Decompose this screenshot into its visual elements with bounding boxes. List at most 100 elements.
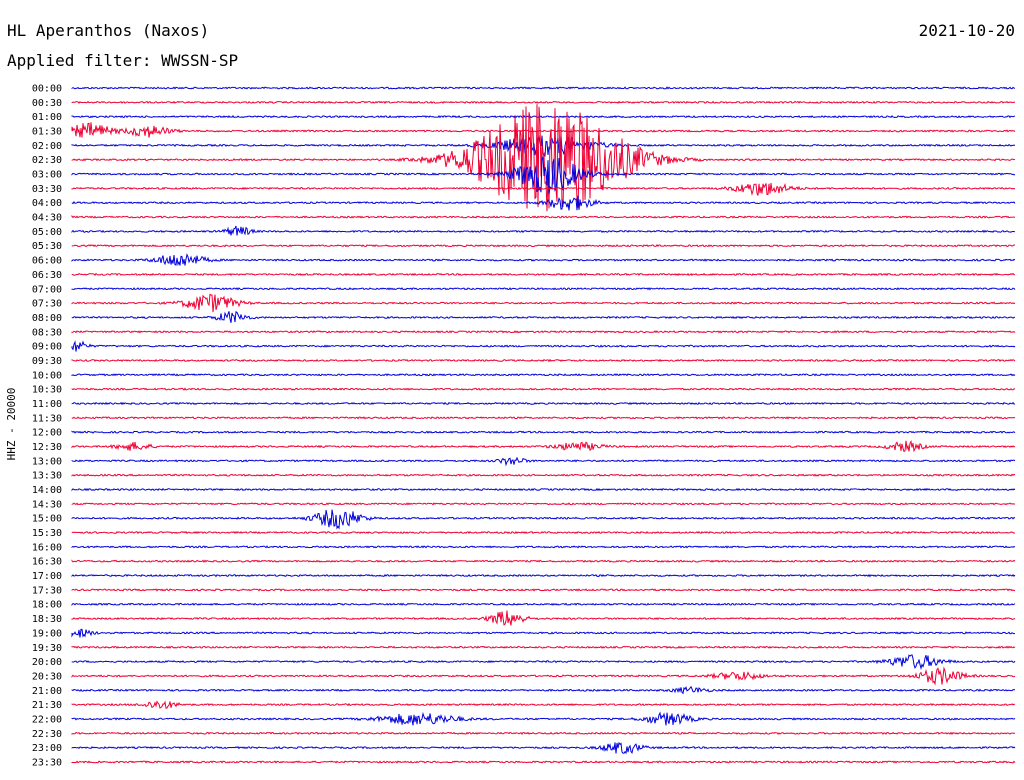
row-time-label: 07:30 — [32, 299, 62, 310]
seismic-trace-row — [71, 588, 1016, 592]
row-time-label: 11:00 — [32, 399, 62, 410]
seismic-trace-row — [71, 253, 1016, 267]
row-time-label: 14:30 — [32, 499, 62, 510]
seismic-trace-row — [71, 700, 1016, 709]
seismic-trace-row — [71, 115, 1016, 119]
row-time-label: 16:30 — [32, 557, 62, 568]
seismic-trace-row — [71, 225, 1016, 236]
row-time-label: 04:00 — [32, 198, 62, 209]
row-time-label: 04:30 — [32, 213, 62, 224]
row-time-label: 10:00 — [32, 370, 62, 381]
row-time-label: 13:00 — [32, 456, 62, 467]
row-time-label: 06:00 — [32, 256, 62, 267]
seismic-trace-row — [71, 287, 1016, 291]
row-time-label: 17:30 — [32, 585, 62, 596]
row-time-label: 22:30 — [32, 729, 62, 740]
seismic-trace-row — [71, 530, 1016, 535]
seismic-trace-row — [71, 340, 1016, 352]
seismic-trace-row — [71, 559, 1016, 563]
seismic-trace-row — [71, 645, 1016, 649]
row-time-label: 01:30 — [32, 127, 62, 138]
seismic-trace-row — [71, 487, 1016, 492]
row-time-label: 10:30 — [32, 385, 62, 396]
seismic-trace-row — [71, 100, 1016, 105]
row-time-label: 17:00 — [32, 571, 62, 582]
seismic-trace-row — [71, 711, 1016, 726]
row-time-label: 16:00 — [32, 542, 62, 553]
seismic-trace-row — [71, 502, 1016, 506]
row-time-label: 02:00 — [32, 141, 62, 152]
row-time-label: 03:30 — [32, 184, 62, 195]
row-time-label: 06:30 — [32, 270, 62, 281]
seismic-trace-row — [71, 760, 1016, 764]
date-label: 2021-10-20 — [919, 21, 1015, 40]
seismic-trace-row — [71, 545, 1016, 549]
row-time-label: 15:00 — [32, 514, 62, 525]
row-time-label: 07:00 — [32, 284, 62, 295]
row-time-label: 13:30 — [32, 471, 62, 482]
row-time-label: 21:00 — [32, 686, 62, 697]
row-time-label: 15:30 — [32, 528, 62, 539]
row-time-label: 09:30 — [32, 356, 62, 367]
row-time-label: 08:00 — [32, 313, 62, 324]
seismic-trace-row — [71, 628, 1016, 638]
seismic-trace-row — [71, 182, 1016, 196]
seismic-trace-row — [71, 610, 1016, 626]
seismic-trace-row — [71, 602, 1016, 606]
seismic-trace-row — [71, 416, 1016, 420]
row-time-label: 08:30 — [32, 327, 62, 338]
seismic-trace-row — [71, 156, 1016, 194]
seismic-trace-row — [71, 666, 1016, 686]
row-time-label: 22:00 — [32, 714, 62, 725]
seismic-trace-row — [71, 373, 1016, 377]
seismic-trace-row — [71, 456, 1016, 467]
row-time-label: 02:30 — [32, 155, 62, 166]
row-time-label: 12:00 — [32, 428, 62, 439]
seismic-trace-row — [71, 430, 1016, 434]
seismic-trace-row — [71, 509, 1016, 530]
seismic-trace-row — [71, 244, 1015, 248]
row-time-label: 03:00 — [32, 170, 62, 181]
seismic-trace-row — [71, 654, 1016, 671]
row-time-label: 20:30 — [32, 671, 62, 682]
seismic-trace-row — [71, 104, 1016, 212]
seismic-trace-row — [71, 473, 1016, 477]
row-time-label: 18:30 — [32, 614, 62, 625]
row-time-label: 05:00 — [32, 227, 62, 238]
seismic-trace-row — [71, 310, 1016, 323]
seismic-trace-row — [71, 358, 1016, 363]
row-time-label: 19:30 — [32, 643, 62, 654]
row-time-label: 14:00 — [32, 485, 62, 496]
row-time-label: 00:30 — [32, 98, 62, 109]
seismic-trace-row — [71, 731, 1016, 735]
seismic-trace-row — [71, 573, 1016, 578]
row-time-label: 20:00 — [32, 657, 62, 668]
seismic-trace-row — [71, 685, 1016, 695]
seismic-trace-row — [71, 440, 1016, 453]
seismic-trace-row — [71, 272, 1016, 277]
row-time-label: 05:30 — [32, 241, 62, 252]
row-time-label: 23:00 — [32, 743, 62, 754]
seismic-trace-row — [71, 387, 1016, 391]
row-time-label: 12:30 — [32, 442, 62, 453]
seismic-trace-row — [71, 122, 1016, 138]
filter-label: Applied filter: WWSSN-SP — [7, 51, 238, 70]
row-time-label: 18:00 — [32, 600, 62, 611]
row-time-label: 00:00 — [32, 84, 62, 95]
seismic-trace-row — [71, 401, 1016, 406]
seismic-trace-row — [71, 214, 1016, 219]
row-time-label: 09:00 — [32, 342, 62, 353]
row-time-label: 23:30 — [32, 757, 62, 768]
seismic-trace-row — [71, 741, 1016, 755]
row-time-label: 19:00 — [32, 628, 62, 639]
row-time-label: 21:30 — [32, 700, 62, 711]
seismic-trace-row — [71, 330, 1016, 334]
row-time-label: 11:30 — [32, 413, 62, 424]
seismic-trace-row — [71, 195, 1016, 211]
seismic-trace-row — [71, 86, 1016, 90]
station-title: HL Aperanthos (Naxos) — [7, 21, 209, 40]
seismic-trace-row — [71, 135, 1016, 157]
y-axis-label: HHZ - 20000 — [5, 388, 18, 461]
seismic-trace-row — [71, 293, 1016, 313]
